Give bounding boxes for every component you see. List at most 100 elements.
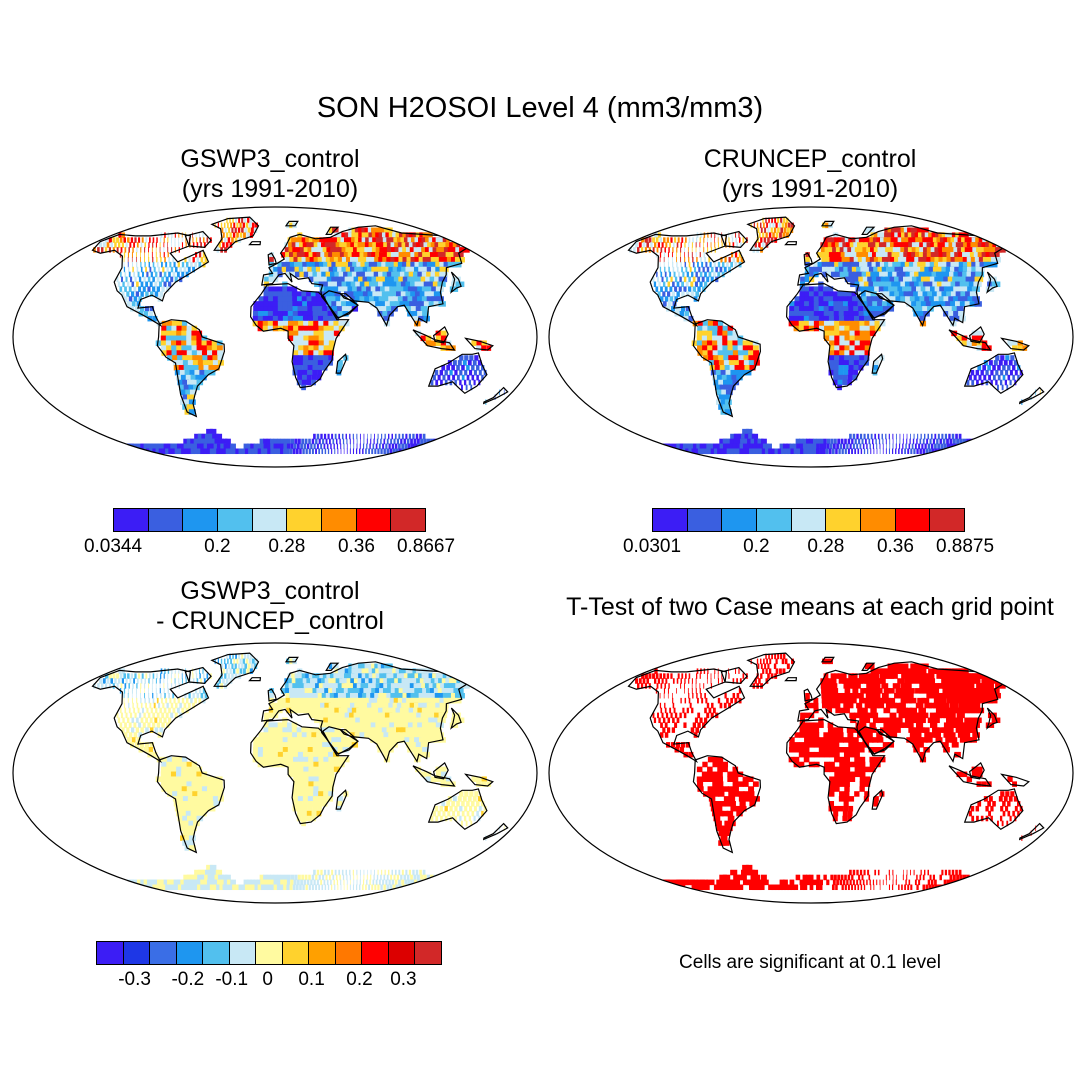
coastline-south-america (156, 755, 226, 854)
coastline-south-america (692, 319, 762, 418)
colorbar-tick-label: 0.2 (743, 536, 770, 557)
coastline-north-america (91, 232, 210, 328)
colorbar-swatch (362, 942, 389, 964)
colorbar-swatch (252, 509, 288, 531)
coastline-japan (450, 271, 462, 294)
coastline-baffin (720, 666, 748, 685)
panel-c-title: GSWP3_control - CRUNCEP_control (20, 576, 520, 636)
coastline-madagascar (871, 353, 884, 374)
map-border (548, 206, 1074, 468)
coastline-svalbard (820, 220, 835, 227)
colorbar-tick-label: 0.0301 (622, 536, 682, 557)
coastline-new-zealand (482, 822, 509, 841)
coastline-new-guinea (1000, 773, 1030, 787)
coastline-greenland (210, 216, 260, 251)
coastline-australia (963, 352, 1024, 395)
coastline-new-guinea (464, 773, 494, 787)
colorbar-tick-label: 0.36 (337, 536, 375, 557)
panel-a-title-line2: (yrs 1991-2010) (181, 175, 359, 203)
map-grid-cells (93, 653, 505, 891)
coastline-baffin (720, 230, 748, 249)
colorbar-swatch (183, 509, 219, 531)
colorbar-tick-label: 0 (262, 969, 273, 990)
coastline-south-america (692, 755, 762, 854)
coastline-iceland (248, 677, 262, 682)
coastline-north-america (627, 668, 746, 764)
coastline-japan (986, 271, 998, 294)
coastline-arabia (858, 290, 895, 319)
map-panel-b (548, 206, 1074, 468)
coastline-new-zealand (482, 386, 509, 405)
panel-a-title: GSWP3_control (yrs 1991-2010) (20, 144, 520, 204)
coastline-indonesia (412, 329, 456, 351)
coastline-novaya-zemlya (861, 662, 876, 671)
colorbar-swatch (282, 942, 310, 964)
coastline-svalbard (284, 656, 299, 663)
colorbar-swatch (757, 509, 792, 531)
coastline-britain (803, 252, 813, 266)
panel-c-title-line2: - CRUNCEP_control (156, 607, 384, 635)
colorbar-swatch (895, 509, 931, 531)
colorbar-swatch (391, 509, 426, 531)
colorbar-tick-label: 0.0344 (83, 536, 143, 557)
colorbar-tick-label: 0.8875 (935, 536, 995, 557)
panel-d-title-line1: T-Test of two Case means at each grid po… (566, 593, 1054, 621)
coastline-japan (986, 707, 998, 730)
colorbar-tick-label: 0.28 (268, 536, 306, 557)
coastline-britain (267, 252, 277, 266)
coastline-australia (427, 788, 488, 831)
coastline-africa (249, 282, 350, 389)
colorbar-swatch (114, 509, 149, 531)
coastline-novaya-zemlya (325, 662, 340, 671)
coastline-borneo (432, 325, 449, 344)
coastline-indonesia (412, 765, 456, 787)
colorbar-tick-label: 0.8667 (396, 536, 456, 557)
colorbar-swatch (791, 509, 827, 531)
coastline-iceland (248, 241, 262, 246)
colorbar-swatch (309, 942, 336, 964)
colorbar-tick-label: 0.3 (390, 969, 417, 990)
colorbar-swatch (356, 509, 392, 531)
colorbar-swatch (335, 942, 363, 964)
colorbar-swatch (97, 942, 124, 964)
coastline-africa (249, 718, 350, 825)
map-grid-cells (629, 217, 1041, 455)
coastline-south-america (156, 319, 226, 418)
colorbar-swatch (722, 509, 758, 531)
colorbar-swatch (415, 942, 441, 964)
colorbar-panel-b (652, 508, 965, 532)
coastline-indonesia (948, 765, 992, 787)
colorbar-swatch (176, 942, 204, 964)
colorbar-swatch (123, 942, 151, 964)
coastlines (91, 216, 509, 418)
coastline-baffin (184, 230, 212, 249)
colorbar-swatch (148, 509, 184, 531)
colorbar-swatch (687, 509, 723, 531)
coastline-arabia (322, 290, 359, 319)
coastline-madagascar (871, 789, 884, 810)
colorbar-swatch (229, 942, 257, 964)
colorbar-tick-label: -0.3 (118, 969, 151, 990)
coastlines (91, 652, 509, 854)
coastline-africa (785, 282, 886, 389)
coastline-new-guinea (464, 337, 494, 351)
coastline-arabia (322, 726, 359, 755)
coastline-borneo (968, 325, 985, 344)
coastline-madagascar (335, 353, 348, 374)
coastline-iceland (784, 241, 798, 246)
colorbar-swatch (150, 942, 177, 964)
coastlines (627, 216, 1045, 418)
colorbar-swatch (322, 509, 357, 531)
coastline-north-america (627, 232, 746, 328)
map-border (548, 642, 1074, 904)
panel-b-title-line2: (yrs 1991-2010) (721, 175, 899, 203)
colorbar-swatch (861, 509, 896, 531)
coastline-eurasia (261, 225, 470, 327)
coastline-japan (450, 707, 462, 730)
panel-b-title: CRUNCEP_control (yrs 1991-2010) (560, 144, 1060, 204)
coastline-eurasia (797, 225, 1006, 327)
map-grid-cells (93, 217, 505, 455)
coastline-novaya-zemlya (325, 226, 340, 235)
coastline-greenland (746, 652, 796, 687)
coastline-arabia (858, 726, 895, 755)
